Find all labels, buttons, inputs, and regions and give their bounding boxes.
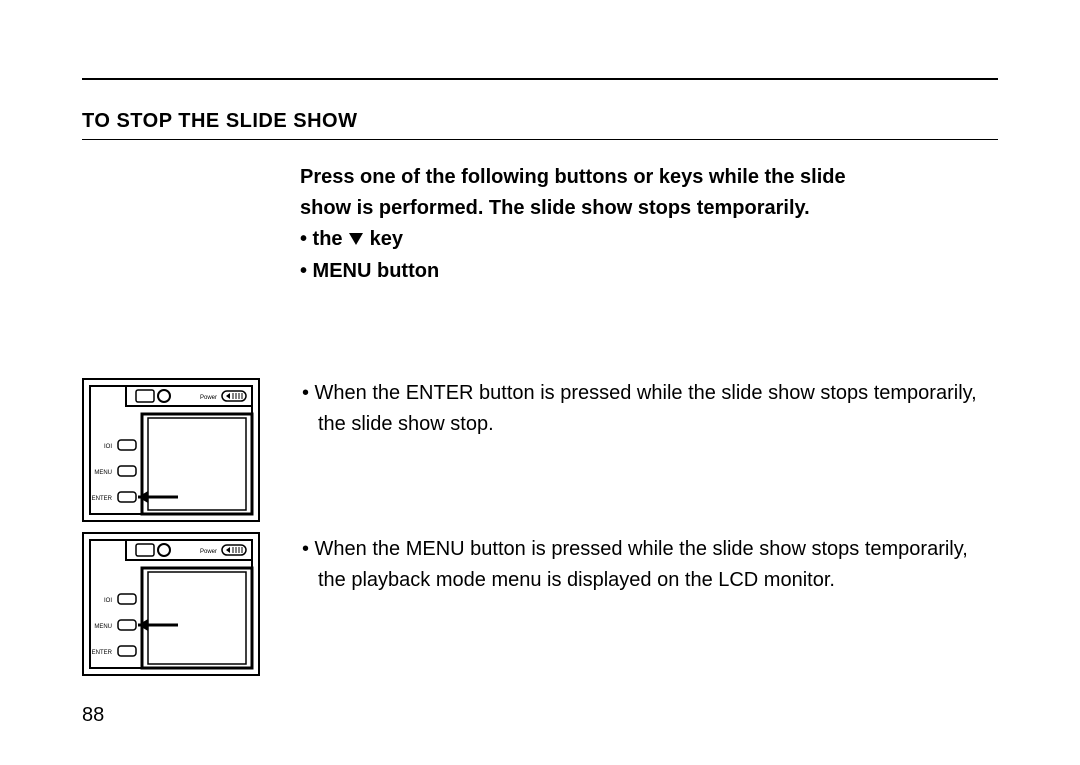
enter-label: ENTER xyxy=(92,650,113,656)
bullet1-suffix: key xyxy=(364,228,403,250)
page-number: 88 xyxy=(82,704,104,727)
menu-label: MENU xyxy=(94,470,112,476)
ioi-label: IOI xyxy=(104,598,112,604)
intro-block: Press one of the following buttons or ke… xyxy=(300,162,990,287)
note-2-text: • When the MENU button is pressed while … xyxy=(300,534,990,596)
top-rule xyxy=(82,78,998,80)
camera-figure-menu: Power IOI MENU ENTER xyxy=(82,532,260,676)
down-triangle-icon xyxy=(348,225,364,256)
intro-bullet-2: • MENU button xyxy=(300,260,439,282)
camera-figure-enter: Power IOI MENU ENTER xyxy=(82,378,260,522)
note-1: • When the ENTER button is pressed while… xyxy=(300,378,990,440)
enter-label: ENTER xyxy=(92,496,113,502)
note-1-text: • When the ENTER button is pressed while… xyxy=(300,378,990,440)
bullet1-prefix: • the xyxy=(300,228,348,250)
menu-label: MENU xyxy=(94,624,112,630)
intro-line-2: show is performed. The slide show stops … xyxy=(300,197,810,219)
manual-page: TO STOP THE SLIDE SHOW Press one of the … xyxy=(0,0,1080,765)
section-heading: TO STOP THE SLIDE SHOW xyxy=(82,110,998,140)
note-2: • When the MENU button is pressed while … xyxy=(300,534,990,596)
power-label: Power xyxy=(200,549,217,555)
intro-bullet-1: • the key xyxy=(300,228,403,250)
intro-line-1: Press one of the following buttons or ke… xyxy=(300,166,846,188)
ioi-label: IOI xyxy=(104,444,112,450)
power-label: Power xyxy=(200,395,217,401)
